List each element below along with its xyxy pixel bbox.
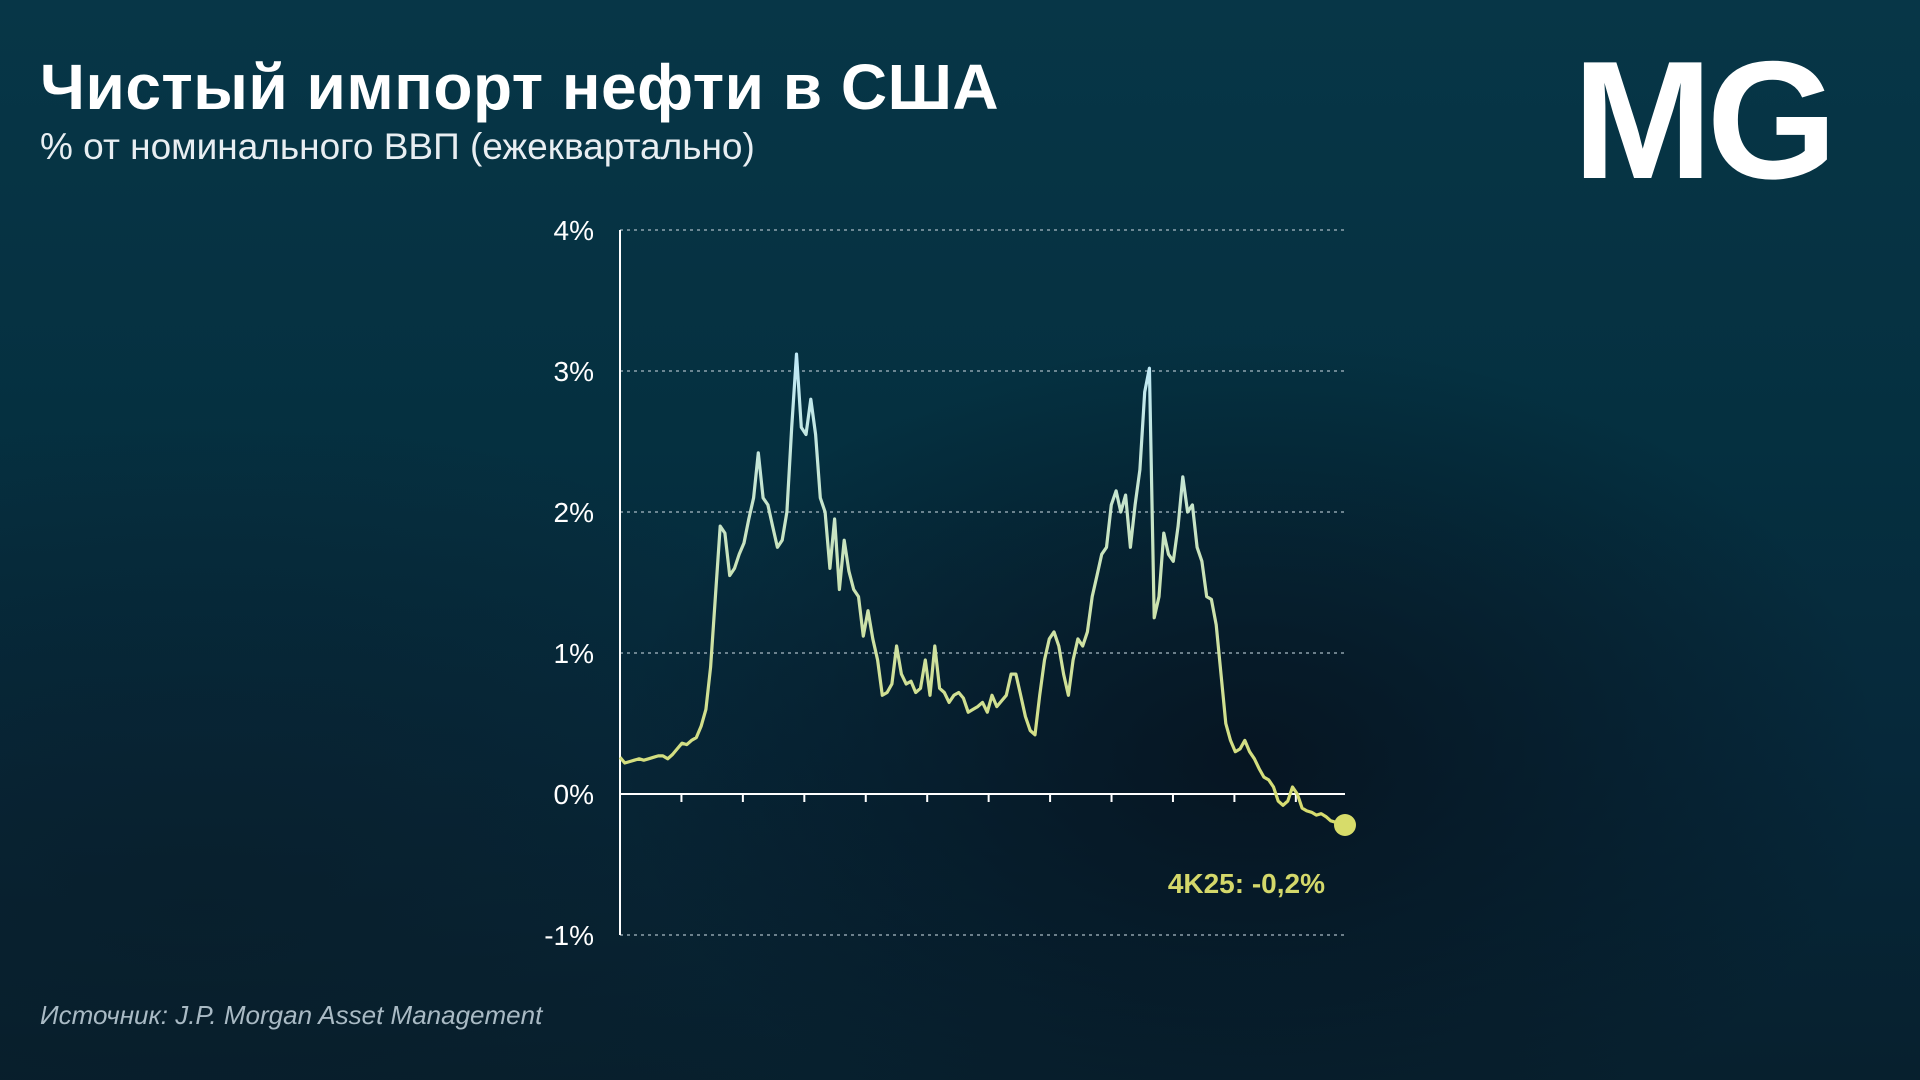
logo-text: MG xyxy=(1573,50,1832,190)
x-axis-ticks xyxy=(680,794,1297,802)
y-axis-ticks: 4% 3% 2% 1% 0% -1% xyxy=(544,215,594,951)
chart-subtitle: % от номинального ВВП (ежеквартально) xyxy=(40,126,755,167)
source-note: Источник: J.P. Morgan Asset Management xyxy=(40,1000,543,1030)
y-tick-label: -1% xyxy=(544,920,594,951)
mg-logo: MG xyxy=(1573,50,1838,190)
series-line xyxy=(618,352,1346,827)
last-point-marker xyxy=(1334,814,1356,837)
y-tick-label: 0% xyxy=(554,779,594,810)
grid-lines xyxy=(620,229,1345,936)
last-value-annotation: 4K25: -0,2% xyxy=(1168,868,1325,899)
chart-title: Чистый импорт нефти в США xyxy=(40,51,1000,123)
y-tick-label: 1% xyxy=(554,638,594,669)
y-tick-label: 2% xyxy=(554,497,594,528)
y-tick-label: 3% xyxy=(554,356,594,387)
y-tick-label: 4% xyxy=(554,215,594,246)
